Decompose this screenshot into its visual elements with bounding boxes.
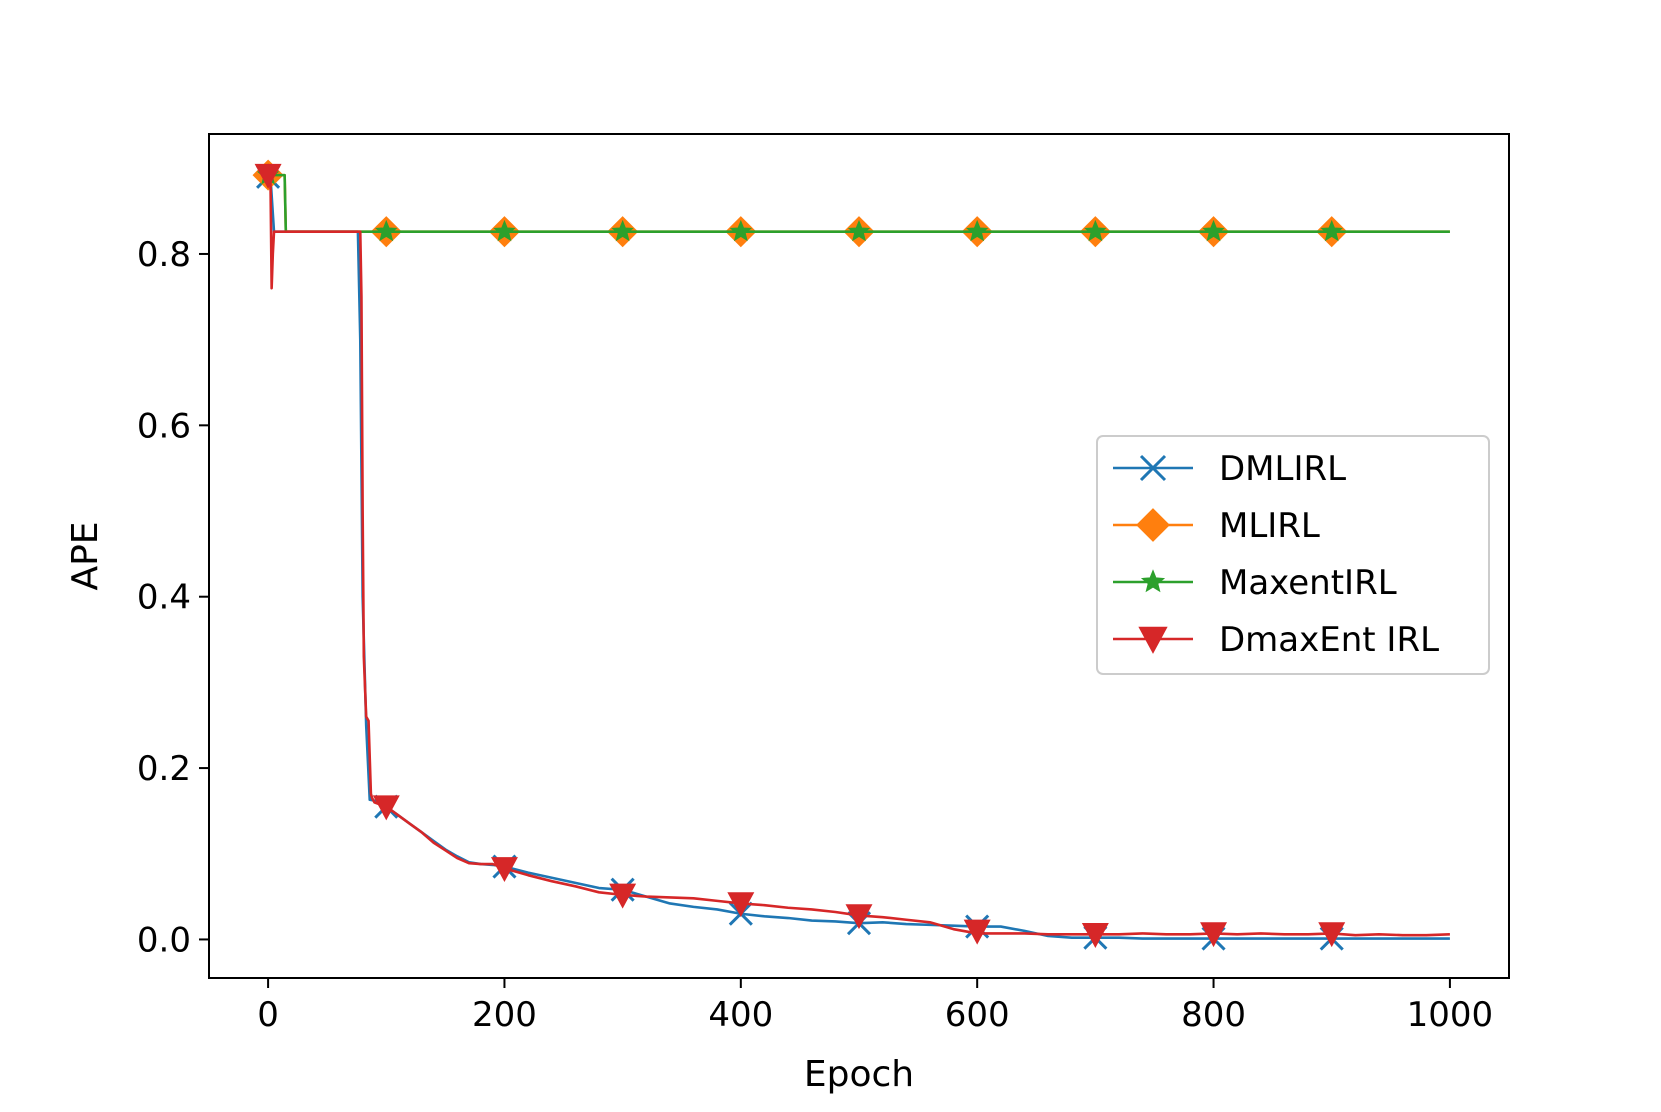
- x-tick-label: 200: [472, 995, 537, 1035]
- series-line: [268, 175, 1450, 940]
- y-tick-label: 0.8: [137, 235, 191, 275]
- legend-label: DmaxEnt IRL: [1219, 620, 1439, 660]
- series-line: [267, 174, 1450, 937]
- x-tick-label: 1000: [1407, 995, 1494, 1035]
- x-tick-label: 800: [1181, 995, 1246, 1035]
- legend-item: DMLIRL: [1113, 449, 1346, 489]
- y-tick-label: 0.2: [137, 749, 191, 789]
- data-point: [963, 919, 991, 945]
- data-point: [727, 892, 755, 918]
- data-point: [845, 904, 873, 930]
- legend: DMLIRL MLIRL MaxentIRL DmaxEnt IRL: [1096, 435, 1490, 675]
- data-point: [375, 219, 398, 242]
- legend-label: MLIRL: [1219, 506, 1320, 546]
- legend-marker: [1139, 454, 1167, 482]
- data-point: [609, 883, 637, 909]
- data-point: [729, 219, 753, 242]
- data-point: [493, 219, 516, 242]
- y-axis-label: APE: [65, 521, 106, 590]
- x-axis-label: Epoch: [804, 1054, 914, 1095]
- data-point: [254, 163, 282, 189]
- data-point: [1081, 923, 1109, 949]
- data-point: [1320, 219, 1343, 242]
- data-point: [372, 795, 400, 821]
- y-tick-label: 0.4: [137, 578, 191, 618]
- series-dmaxent-irl: [254, 163, 1450, 949]
- legend-box: [1096, 435, 1490, 675]
- data-point: [965, 219, 989, 242]
- y-tick-label: 0.6: [137, 406, 191, 446]
- data-point: [1200, 922, 1228, 948]
- x-tick-label: 400: [708, 995, 773, 1035]
- data-point: [1202, 219, 1225, 242]
- data-point: [847, 219, 871, 242]
- axes-frame: [208, 133, 1510, 979]
- legend-marker: [1138, 626, 1168, 654]
- legend-item: DmaxEnt IRL: [1113, 620, 1439, 660]
- data-point: [611, 219, 634, 242]
- ticks-layer: 0 200 400 600 800 1000 0.0 0.2 0.4 0.6 0.8: [137, 235, 1493, 1035]
- y-tick-label: 0.0: [137, 920, 191, 960]
- legend-label: MaxentIRL: [1219, 563, 1397, 603]
- x-tick-label: 600: [945, 995, 1010, 1035]
- x-tick-label: 0: [257, 995, 279, 1035]
- data-point: [1318, 922, 1346, 948]
- legend-item: MaxentIRL: [1113, 563, 1397, 603]
- legend-marker: [1140, 569, 1166, 593]
- legend-item: MLIRL: [1113, 506, 1320, 546]
- legend-label: DMLIRL: [1219, 449, 1346, 489]
- data-point: [490, 857, 518, 883]
- legend-marker: [1136, 508, 1170, 542]
- plot-layer: [252, 159, 1450, 951]
- data-point: [1084, 219, 1107, 242]
